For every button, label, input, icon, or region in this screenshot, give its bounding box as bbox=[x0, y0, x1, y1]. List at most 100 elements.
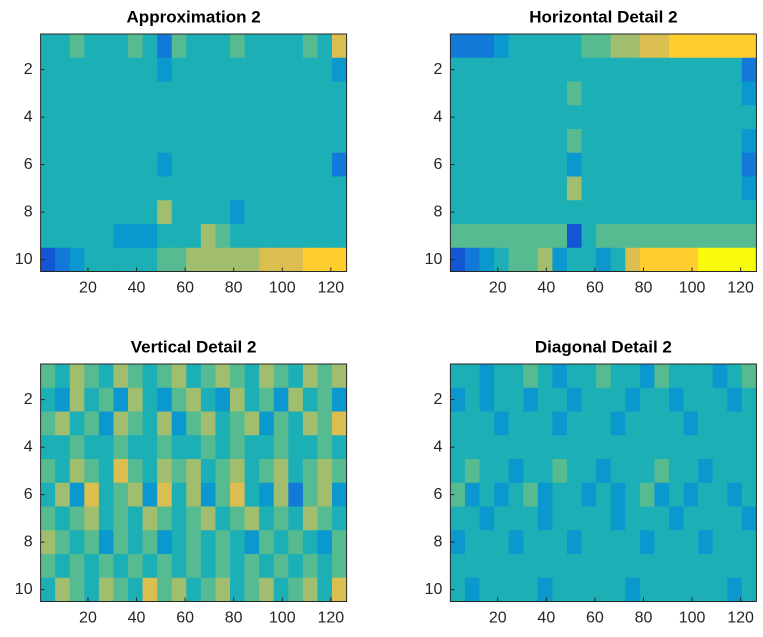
heatmap-cell bbox=[625, 387, 641, 412]
heatmap-cell bbox=[596, 247, 611, 272]
heatmap-cell bbox=[464, 200, 480, 225]
heatmap-cell bbox=[596, 387, 611, 412]
heatmap-cell bbox=[40, 81, 56, 106]
heatmap-cell bbox=[610, 387, 626, 412]
heatmap-cell bbox=[332, 364, 347, 389]
heatmap-cell bbox=[508, 506, 524, 531]
heatmap-cell bbox=[581, 482, 597, 507]
heatmap-cell bbox=[698, 411, 713, 436]
heatmap-cell bbox=[259, 81, 275, 106]
heatmap-cell bbox=[157, 411, 173, 436]
heatmap-cell bbox=[494, 554, 509, 579]
heatmap-cell bbox=[98, 554, 114, 579]
heatmap-cell bbox=[596, 364, 611, 389]
heatmap-cell bbox=[596, 435, 611, 460]
heatmap-cell bbox=[332, 200, 347, 225]
heatmap-cell bbox=[494, 411, 509, 436]
heatmap-cell bbox=[288, 34, 304, 59]
heatmap-cell bbox=[523, 482, 539, 507]
heatmap-cell bbox=[698, 247, 713, 272]
heatmap-cell bbox=[625, 200, 641, 225]
heatmap-cell bbox=[142, 577, 158, 602]
heatmap-cell bbox=[741, 435, 757, 460]
heatmap-cell bbox=[69, 176, 85, 201]
heatmap-cell bbox=[186, 577, 202, 602]
heatmap-cell bbox=[215, 577, 231, 602]
heatmap-cell bbox=[494, 530, 509, 555]
heatmap-cell bbox=[157, 577, 173, 602]
heatmap-cell bbox=[230, 129, 245, 154]
heatmap-cell bbox=[84, 81, 100, 106]
heatmap-cell bbox=[566, 530, 582, 555]
heatmap-cell bbox=[523, 364, 539, 389]
heatmap-cell bbox=[523, 57, 539, 82]
heatmap-cell bbox=[288, 459, 304, 484]
heatmap-cell bbox=[741, 152, 757, 177]
heatmap-cell bbox=[55, 224, 71, 249]
heatmap-cell bbox=[668, 129, 684, 154]
heatmap-cell bbox=[200, 176, 216, 201]
heatmap-cell bbox=[450, 459, 466, 484]
heatmap-cell bbox=[113, 554, 129, 579]
heatmap-cell bbox=[581, 152, 597, 177]
heatmap-cell bbox=[200, 152, 216, 177]
heatmap-cell bbox=[317, 247, 333, 272]
heatmap-cell bbox=[494, 364, 509, 389]
heatmap-cell bbox=[479, 81, 495, 106]
heatmap-cell bbox=[741, 57, 757, 82]
heatmap-cell bbox=[727, 554, 743, 579]
heatmap-cell bbox=[654, 482, 670, 507]
heatmap-cell bbox=[332, 34, 347, 59]
heatmap-cell bbox=[55, 105, 71, 130]
x-tick-label: 40 bbox=[128, 280, 146, 297]
heatmap-cell bbox=[683, 176, 699, 201]
heatmap-cell bbox=[55, 247, 71, 272]
heatmap-cell bbox=[157, 224, 173, 249]
heatmap-cell bbox=[450, 506, 466, 531]
heatmap-cell bbox=[288, 81, 304, 106]
heatmap-cell bbox=[523, 200, 539, 225]
heatmap-cell bbox=[186, 200, 202, 225]
heatmap-cell bbox=[317, 530, 333, 555]
heatmap-cell bbox=[69, 200, 85, 225]
heatmap-cell bbox=[698, 530, 713, 555]
heatmap-cell bbox=[230, 459, 245, 484]
heatmap-cell bbox=[727, 411, 743, 436]
heatmap-cell bbox=[84, 34, 100, 59]
heatmap-cell bbox=[302, 57, 318, 82]
heatmap-cell bbox=[55, 129, 71, 154]
y-tick-label: 4 bbox=[24, 438, 33, 455]
heatmap-cell bbox=[683, 554, 699, 579]
heatmap-cell bbox=[683, 530, 699, 555]
heatmap-cell bbox=[273, 411, 289, 436]
heatmap-cell bbox=[273, 57, 289, 82]
heatmap-cell bbox=[508, 247, 524, 272]
heatmap-cell bbox=[142, 554, 158, 579]
heatmap-cell bbox=[84, 387, 100, 412]
heatmap-cell bbox=[317, 435, 333, 460]
heatmap-cell bbox=[552, 105, 568, 130]
heatmap-cell bbox=[508, 387, 524, 412]
heatmap-cell bbox=[332, 530, 347, 555]
heatmap-cell bbox=[552, 459, 568, 484]
heatmap-cell bbox=[317, 176, 333, 201]
heatmap-cell bbox=[40, 57, 56, 82]
x-tick-label: 120 bbox=[317, 280, 344, 297]
axes-box bbox=[40, 33, 348, 272]
heatmap-cell bbox=[464, 34, 480, 59]
heatmap-cell bbox=[639, 554, 655, 579]
heatmap-cell bbox=[639, 530, 655, 555]
heatmap-cell bbox=[317, 129, 333, 154]
heatmap-cell bbox=[683, 129, 699, 154]
heatmap-cell bbox=[332, 224, 347, 249]
heatmap-cell bbox=[230, 387, 245, 412]
heatmap-cell bbox=[654, 129, 670, 154]
heatmap-cell bbox=[69, 577, 85, 602]
y-tick-label: 4 bbox=[433, 108, 442, 125]
heatmap-cell bbox=[302, 247, 318, 272]
heatmap-cell bbox=[302, 105, 318, 130]
heatmap-cell bbox=[668, 459, 684, 484]
heatmap-cell bbox=[727, 81, 743, 106]
y-tick-label: 6 bbox=[24, 156, 33, 173]
y-tick-label: 6 bbox=[24, 486, 33, 503]
